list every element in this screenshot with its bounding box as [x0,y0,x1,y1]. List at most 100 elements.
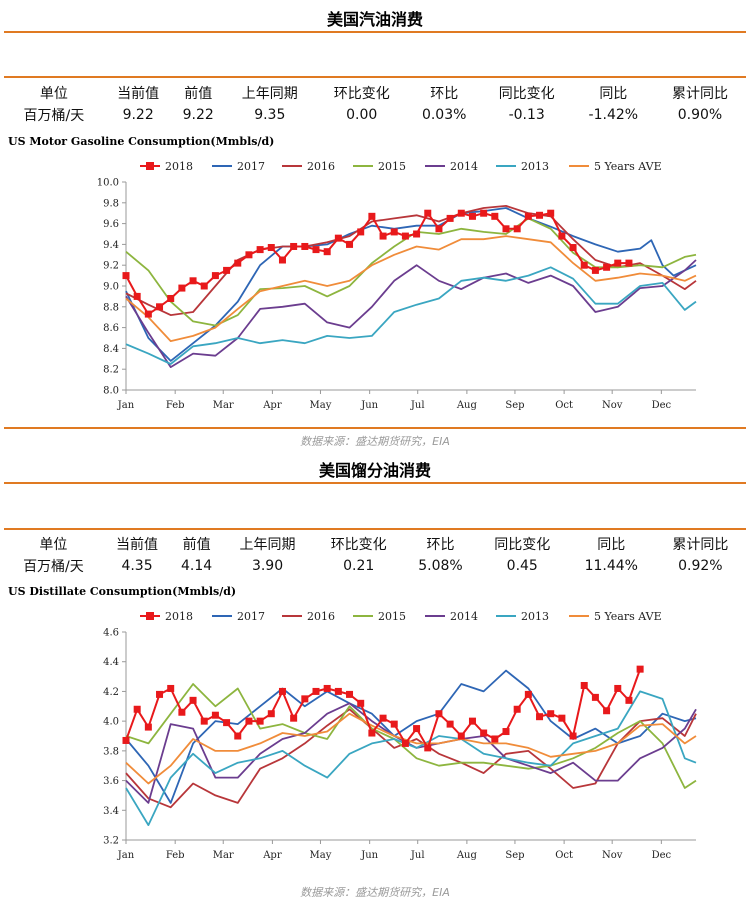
series-line [125,259,697,368]
legend-label: 2014 [450,160,478,173]
data-point [390,720,398,728]
legend-label: 5 Years AVE [594,160,662,173]
stats-value-cell: 9.35 [254,107,286,123]
data-point [156,303,164,311]
stats-header-cell: 环比变化 [333,86,390,102]
data-point [334,234,342,242]
stats-value-cell: -1.42% [588,107,639,123]
y-tick-label: 9.0 [103,282,119,293]
series-line [125,690,697,826]
data-point [133,705,141,713]
gasoline-consumption-chart: US Motor Gasoline Consumption(Mmbls/d) 20… [8,135,697,411]
data-point [312,246,320,254]
data-point [290,714,298,722]
gasoline-series-2018 [122,209,633,318]
distillate-stats-table: 单位 当前值 前值 上年同期 环比变化 环比 同比变化 同比 累计同比 百万桶/… [4,533,746,577]
data-point [189,277,197,285]
data-point [424,209,432,217]
distillate-series-2015 [125,683,697,789]
x-tick-label: Jun [360,400,378,411]
stats-value-cell: 9.22 [122,107,154,123]
x-tick-label: Oct [555,850,573,861]
x-tick-label: Dec [652,850,672,861]
x-tick-label: Oct [555,400,573,411]
gasoline-stats-top-rule [4,76,746,78]
stats-header-cell: 环比变化 [330,537,387,553]
stats-header-cell: 同比 [599,86,628,102]
data-point [211,711,219,719]
stats-header-cell: 当前值 [117,86,160,102]
series-line [125,235,697,342]
data-point [211,272,219,280]
data-point [625,696,633,704]
data-point [368,729,376,737]
y-tick-label: 8.4 [103,344,119,355]
series-line [125,266,697,365]
data-point [625,259,633,267]
stats-value-cell: 11.44% [584,558,638,574]
x-tick-label: Mar [213,400,234,411]
data-point [346,240,354,248]
stats-value-cell: 3.90 [251,558,284,574]
data-point [278,687,286,695]
stats-value-cell: 9.22 [182,107,214,123]
legend-label: 2013 [521,610,549,623]
x-tick-label: May [310,400,332,411]
series-line [125,212,629,316]
series-line [125,683,697,789]
series-line [125,207,697,362]
legend-label: 2016 [307,610,335,623]
y-tick-label: 4.2 [103,687,119,698]
data-point [323,684,331,692]
stats-value-cell: 4.14 [181,558,213,574]
legend-label: 2013 [521,160,549,173]
x-tick-label: Jan [117,850,135,861]
data-point [368,212,376,220]
data-point [167,294,175,302]
data-point [547,209,555,217]
distillate-series-5-years-ave [125,712,697,785]
y-tick-label: 3.2 [103,836,119,847]
stats-header-cell: 当前值 [116,537,159,553]
y-tick-label: 8.0 [103,386,119,397]
stats-header-row: 单位 当前值 前值 上年同期 环比变化 环比 同比变化 同比 累计同比 [4,533,746,555]
distillate-series-2013 [125,690,697,826]
stats-header-cell: 前值 [182,537,211,553]
data-point [178,284,186,292]
legend-label: 2015 [378,610,406,623]
data-point [536,713,544,721]
data-point [245,717,253,725]
gasoline-section-title: 美国汽油消费 [326,10,423,29]
data-point [312,687,320,695]
data-point [267,710,275,718]
gasoline-series-5-years-ave [125,235,697,342]
x-tick-label: Dec [652,400,672,411]
data-point [401,739,409,747]
series-line [125,712,697,785]
data-point [122,272,130,280]
x-tick-label: Aug [456,850,478,861]
data-point [580,261,588,269]
y-tick-label: 4.6 [103,628,119,639]
legend-label: 2017 [237,160,265,173]
stats-value-cell: 0.00 [346,107,378,123]
x-tick-label: Sep [505,850,524,861]
y-tick-label: 9.8 [103,198,119,209]
data-point [144,723,152,731]
series-line [125,708,697,809]
gasoline-series-2013 [125,266,697,365]
data-point [603,263,611,271]
data-point [144,310,152,318]
x-tick-label: Sep [505,400,524,411]
data-point [558,714,566,722]
data-point [468,717,476,725]
stats-header-cell: 上年同期 [239,537,296,553]
y-tick-label: 9.2 [103,261,119,272]
data-point [614,684,622,692]
x-tick-label: Nov [602,400,623,411]
legend-label: 2018 [165,610,193,623]
gasoline-legend: 2018 2017 2016 2015 2014 2013 5 Years AVE [140,160,662,173]
gasoline-stats-table: 单位 当前值 前值 上年同期 环比变化 环比 同比变化 同比 累计同比 百万桶/… [4,82,746,126]
data-point [323,248,331,256]
stats-header-row: 单位 当前值 前值 上年同期 环比变化 环比 同比变化 同比 累计同比 [4,82,746,104]
